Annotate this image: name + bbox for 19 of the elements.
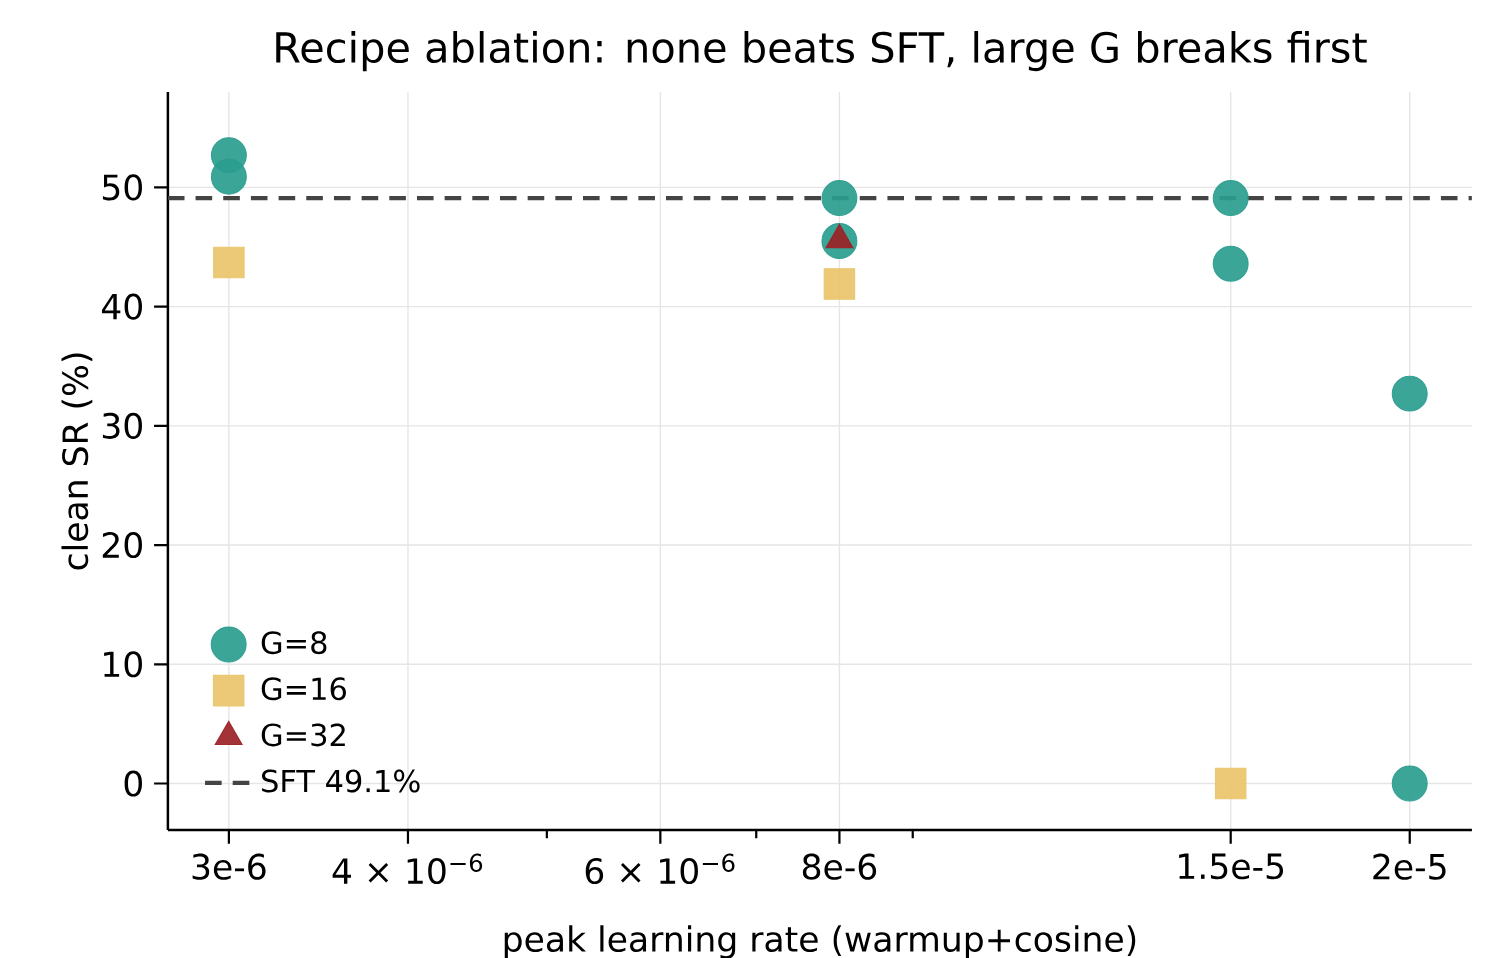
x-tick-label: 8e-6: [802, 853, 877, 880]
legend-label: G=32: [261, 723, 345, 747]
legend-label: G=8: [261, 631, 327, 655]
y-tick-label: 40: [101, 293, 142, 320]
y-tick-label: 10: [104, 651, 142, 678]
x-tick-label: 3e-6: [192, 853, 266, 880]
x-tick-label: 1.5e-5: [1179, 853, 1284, 880]
y-tick-label: 50: [102, 174, 142, 201]
x-tick-label: 6 × 10$^{−6}$: [585, 853, 735, 885]
chart-title: Recipe ablation: none beats SFT, large G breaks first: [276, 31, 1367, 72]
legend-label: G=16: [261, 677, 346, 701]
legend-label: SFT 49.1%: [262, 769, 420, 793]
x-tick-label: 4 × 10$^{−6}$: [332, 853, 483, 885]
x-tick-label: 2e-5: [1373, 853, 1446, 880]
x-axis-title: peak learning rate (warmup+cosine): [504, 925, 1136, 958]
y-axis-title: clean SR (%): [61, 353, 93, 570]
y-tick-label: 30: [102, 412, 142, 439]
y-tick-label: 0: [124, 770, 142, 797]
y-tick-label: 20: [102, 531, 142, 559]
